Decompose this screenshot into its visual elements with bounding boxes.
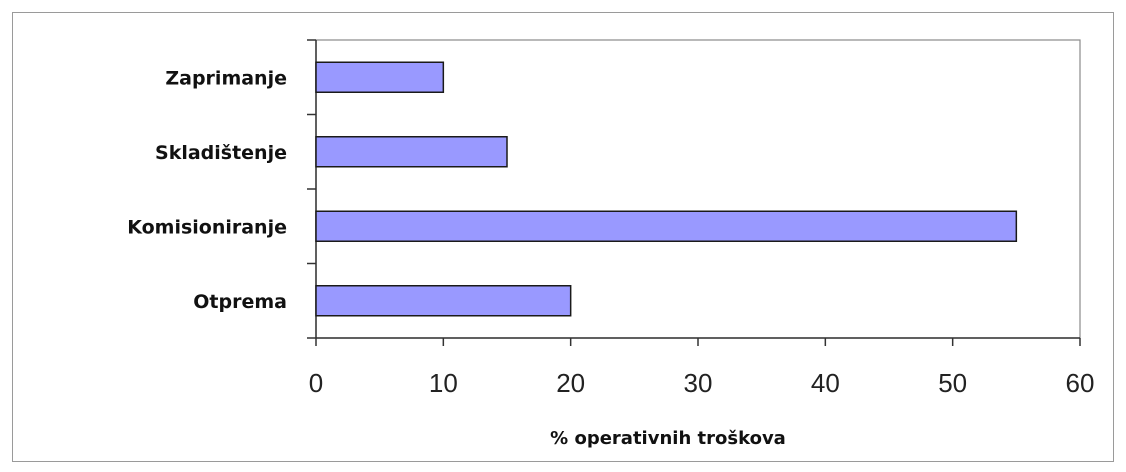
bars	[315, 61, 1018, 317]
category-label-zaprimanje: Zaprimanje	[165, 67, 287, 89]
y-tick-marks	[307, 39, 316, 339]
category-label-otprema: Otprema	[193, 291, 287, 313]
x-tick-labels: 0 10 20 30 40 50 60	[309, 368, 1095, 398]
x-tick-marks	[315, 338, 1081, 346]
x-tick-label: 20	[556, 368, 585, 398]
bar-zaprimanje	[315, 61, 445, 93]
category-label-skladistenje: Skladištenje	[155, 142, 287, 164]
x-tick-label: 10	[429, 368, 458, 398]
x-tick-label: 40	[811, 368, 840, 398]
bar-skladistenje	[315, 136, 508, 168]
category-labels: Zaprimanje Skladištenje Komisioniranje Otpr…	[127, 67, 287, 313]
category-label-komisioniranje: Komisioniranje	[127, 216, 287, 238]
x-tick-label: 0	[309, 368, 323, 398]
x-tick-label: 60	[1066, 368, 1095, 398]
x-tick-label: 50	[938, 368, 967, 398]
bar-otprema	[315, 285, 572, 317]
x-axis-title: % operativnih troškova	[550, 428, 786, 449]
bar-komisioniranje	[315, 210, 1018, 242]
x-tick-label: 30	[684, 368, 713, 398]
